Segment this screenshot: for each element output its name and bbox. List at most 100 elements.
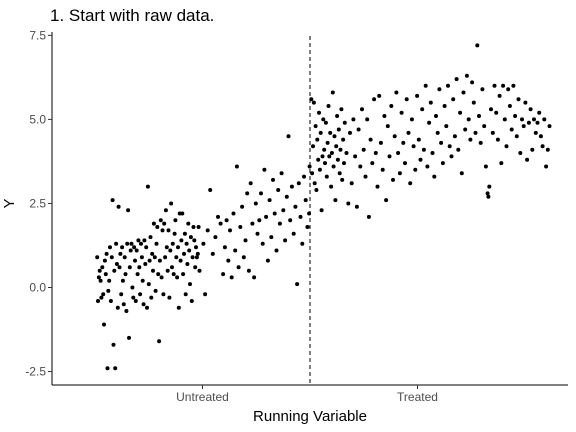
data-point [507,104,512,108]
data-point [341,137,346,142]
data-point [255,231,260,236]
data-point [533,130,538,135]
data-point [432,174,437,179]
data-point [331,164,336,169]
data-point [289,184,294,189]
data-point [302,174,306,179]
data-point [170,265,174,270]
data-point [158,218,163,223]
data-point [513,114,518,118]
data-point [372,97,377,102]
data-point [483,164,488,169]
data-point [425,164,430,169]
data-point [277,221,282,226]
data-point [250,221,255,226]
data-point [240,204,245,209]
data-point [154,241,159,246]
data-point [420,107,425,112]
data-point [107,278,112,283]
data-point [413,167,418,172]
data-point [480,87,485,92]
data-point [224,218,229,223]
data-point [213,235,218,240]
data-point [218,221,223,226]
data-point [411,144,416,149]
data-point [281,208,286,213]
data-point [139,241,143,246]
data-point [175,275,180,280]
data-point [286,134,291,139]
data-point [111,342,116,347]
data-point [110,198,115,203]
data-point [506,87,511,92]
data-point [317,110,321,115]
data-point [326,104,331,108]
data-point [114,241,119,246]
y-tick-label: 5.0 [29,112,46,126]
data-point [486,194,491,199]
data-point [324,174,329,179]
data-point [184,241,189,246]
data-point [163,255,168,260]
data-point [394,90,399,95]
data-point [269,235,274,240]
data-point [182,231,187,236]
data-point [234,164,239,169]
data-point [358,164,363,169]
data-point [186,221,191,226]
data-point [191,225,196,229]
data-point [446,83,450,88]
data-point [97,268,102,273]
data-point [464,73,469,78]
data-point [283,238,288,243]
data-point [423,83,428,88]
data-point [238,225,243,229]
data-point [404,97,409,102]
data-point [327,154,332,159]
data-point [392,134,397,139]
data-point [182,251,186,256]
data-point [264,214,269,219]
data-point [330,90,335,95]
data-point [141,302,146,307]
data-point [373,151,378,155]
data-point [226,258,231,263]
data-point [540,144,545,149]
points-layer [95,43,552,371]
data-point [303,198,308,203]
data-point [210,251,215,256]
data-point [305,225,310,229]
data-point [170,241,175,246]
data-point [490,130,495,135]
data-point [150,251,155,256]
data-point [521,124,526,129]
data-point [95,255,100,260]
x-tick-label: Untreated [176,390,229,404]
data-point [378,140,383,145]
data-point [96,275,101,280]
data-point [346,201,351,206]
data-point [537,110,542,115]
data-point [179,238,184,243]
data-point [530,147,535,152]
data-point [320,154,325,159]
data-point [231,211,236,216]
data-point [196,225,201,229]
data-point [314,188,319,192]
data-point [397,171,402,176]
data-point [194,255,199,260]
data-point [451,97,456,102]
data-point [354,204,359,209]
data-point [248,181,253,186]
data-point [463,127,468,132]
data-point [312,181,317,186]
data-point [401,140,406,145]
data-point [544,164,549,169]
x-tick-label: Treated [397,390,438,404]
data-point [499,161,504,166]
data-point [105,366,110,371]
data-point [140,278,145,283]
data-point [161,292,166,297]
data-point [470,80,475,85]
data-point [296,181,301,186]
